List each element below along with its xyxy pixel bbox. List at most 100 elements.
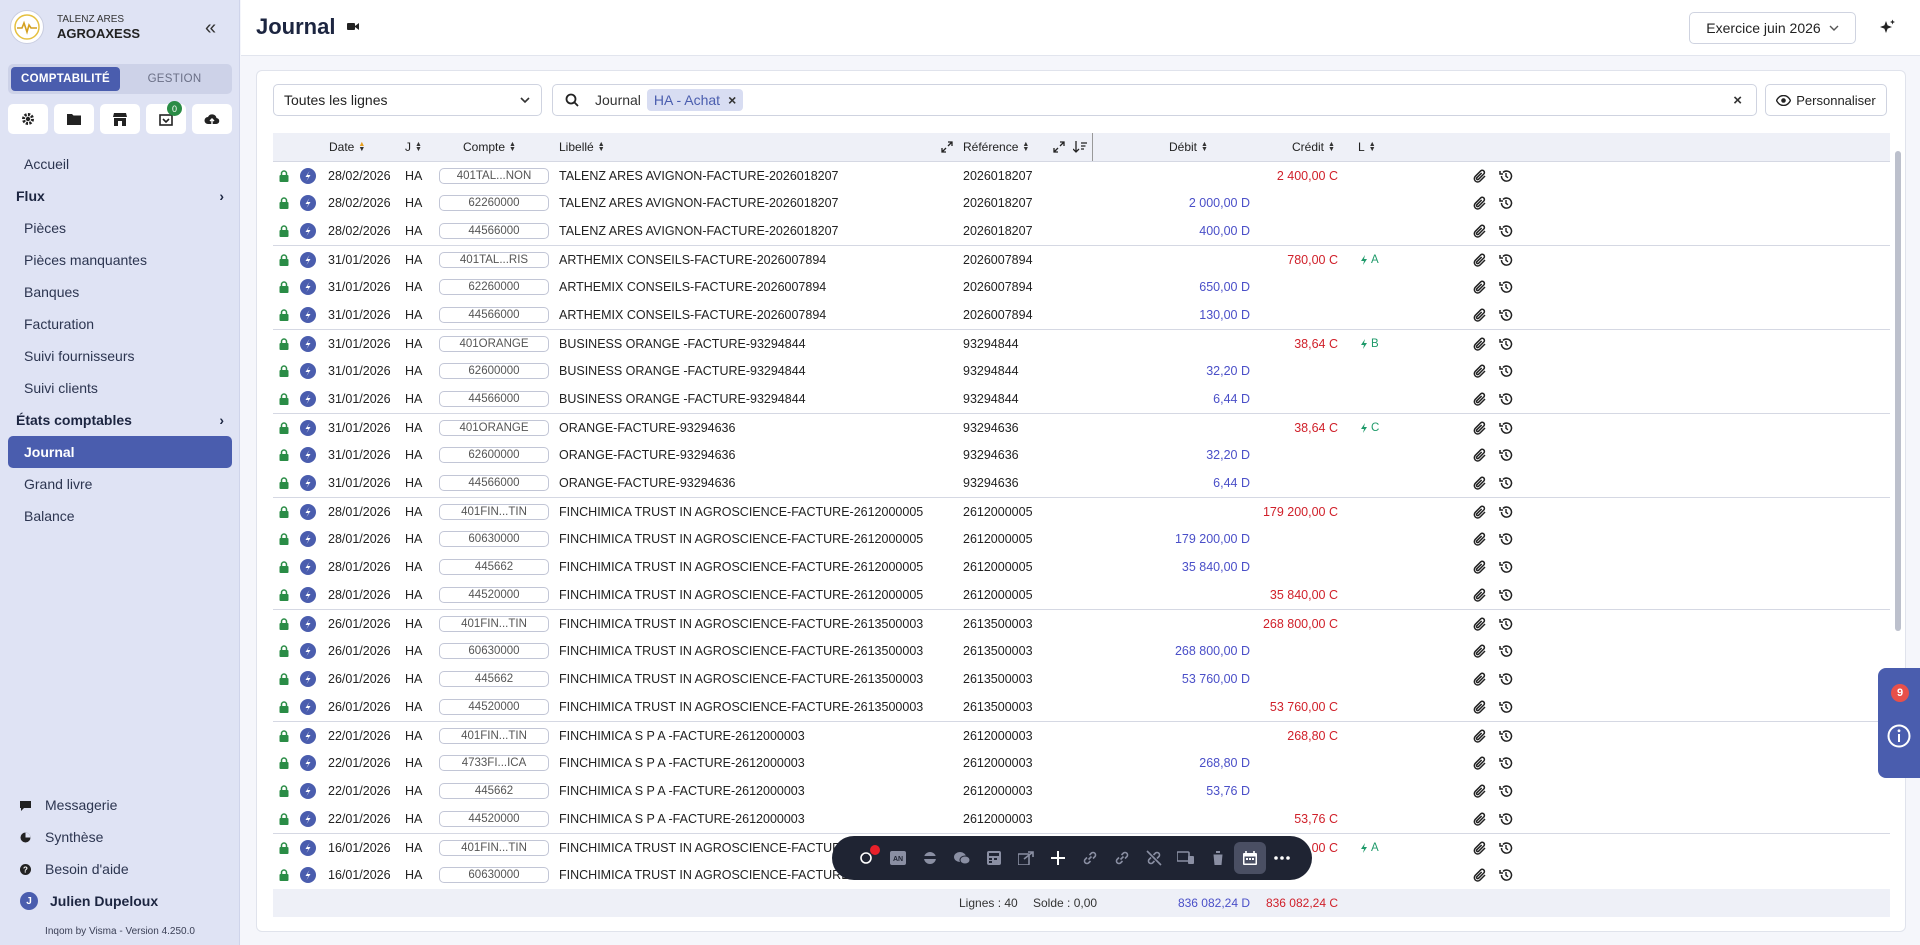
nav-grand-livre[interactable]: Grand livre: [24, 476, 93, 492]
history-icon[interactable]: [1499, 722, 1513, 750]
history-icon[interactable]: [1499, 385, 1513, 413]
entry-status-icon[interactable]: [300, 385, 316, 413]
history-icon[interactable]: [1499, 637, 1513, 665]
attachment-icon[interactable]: [1473, 665, 1487, 693]
row-lettrage[interactable]: A: [1360, 834, 1379, 862]
entry-status-icon[interactable]: [300, 834, 316, 862]
comments-button[interactable]: [946, 842, 978, 874]
entry-status-icon[interactable]: [300, 637, 316, 665]
expand-column-icon[interactable]: [941, 141, 953, 153]
attachment-icon[interactable]: [1473, 805, 1487, 833]
delete-button[interactable]: [1202, 842, 1234, 874]
attachment-icon[interactable]: [1473, 777, 1487, 805]
remove-chip-icon[interactable]: ×: [728, 92, 737, 108]
account-chip[interactable]: 401TAL...RIS: [439, 252, 549, 268]
history-icon[interactable]: [1499, 525, 1513, 553]
attachment-icon[interactable]: [1473, 581, 1487, 609]
account-chip[interactable]: 44566000: [439, 391, 549, 407]
account-chip[interactable]: 44520000: [439, 699, 549, 715]
table-row[interactable]: 31/01/2026 HA 62260000 ARTHEMIX CONSEILS-FA…: [273, 273, 1890, 301]
table-row[interactable]: 31/01/2026 HA 401TAL...RIS ARTHEMIX CONSEIL…: [273, 245, 1890, 273]
attachment-icon[interactable]: [1473, 246, 1487, 274]
account-chip[interactable]: 445662: [439, 783, 549, 799]
upload-button[interactable]: [192, 104, 232, 134]
account-chip[interactable]: 44566000: [439, 223, 549, 239]
link-alt-button[interactable]: [1106, 842, 1138, 874]
brand[interactable]: TALENZ ARES AGROAXESS: [10, 10, 140, 44]
nav-accueil[interactable]: Accueil: [24, 156, 70, 172]
history-icon[interactable]: [1499, 162, 1513, 190]
entry-status-icon[interactable]: [300, 525, 316, 553]
row-lettrage[interactable]: C: [1360, 414, 1379, 442]
attachment-icon[interactable]: [1473, 834, 1487, 862]
table-row[interactable]: 31/01/2026 HA 401ORANGE BUSINESS ORANGE -FA…: [273, 329, 1890, 357]
table-row[interactable]: 31/01/2026 HA 401ORANGE ORANGE-FACTURE-9329…: [273, 413, 1890, 441]
table-row[interactable]: 22/01/2026 HA 445662 FINCHIMICA S P A -FACT…: [273, 777, 1890, 805]
entry-status-icon[interactable]: [300, 805, 316, 833]
attachment-icon[interactable]: [1473, 162, 1487, 190]
clear-search-icon[interactable]: ×: [1733, 92, 1742, 109]
account-chip[interactable]: 62260000: [439, 279, 549, 295]
history-icon[interactable]: [1499, 861, 1513, 889]
nav-journal[interactable]: Journal: [8, 436, 232, 468]
row-lettrage[interactable]: A: [1360, 246, 1379, 274]
table-row[interactable]: 28/02/2026 HA 401TAL...NON TALENZ ARES AVIG…: [273, 161, 1890, 189]
attachment-icon[interactable]: [1473, 610, 1487, 638]
history-icon[interactable]: [1499, 749, 1513, 777]
calendar-button[interactable]: [1234, 842, 1266, 874]
sort-amount-icon[interactable]: [1073, 141, 1087, 153]
table-row[interactable]: 31/01/2026 HA 44566000 ARTHEMIX CONSEILS-FA…: [273, 301, 1890, 329]
history-icon[interactable]: [1499, 357, 1513, 385]
attachment-icon[interactable]: [1473, 357, 1487, 385]
history-icon[interactable]: [1499, 189, 1513, 217]
table-row[interactable]: 22/01/2026 HA 44520000 FINCHIMICA S P A -FA…: [273, 805, 1890, 833]
history-icon[interactable]: [1499, 581, 1513, 609]
exercise-select[interactable]: Exercice juin 2026: [1689, 12, 1856, 44]
an-button[interactable]: AN: [882, 842, 914, 874]
account-chip[interactable]: 44520000: [439, 587, 549, 603]
account-chip[interactable]: 4733FI...ICA: [439, 755, 549, 771]
settings-button[interactable]: [8, 104, 48, 134]
account-chip[interactable]: 401FIN...TIN: [439, 616, 549, 632]
history-icon[interactable]: [1499, 441, 1513, 469]
entry-status-icon[interactable]: [300, 217, 316, 245]
table-row[interactable]: 26/01/2026 HA 44520000 FINCHIMICA TRUST IN …: [273, 693, 1890, 721]
export-button[interactable]: [1010, 842, 1042, 874]
inbox-button[interactable]: 0: [146, 101, 186, 134]
entry-status-icon[interactable]: [300, 162, 316, 190]
history-icon[interactable]: [1499, 553, 1513, 581]
entry-status-icon[interactable]: [300, 749, 316, 777]
col-credit[interactable]: Crédit ▲ ▼: [1292, 133, 1335, 161]
account-chip[interactable]: 401TAL...NON: [439, 168, 549, 184]
attachment-icon[interactable]: [1473, 189, 1487, 217]
history-icon[interactable]: [1499, 665, 1513, 693]
table-row[interactable]: 22/01/2026 HA 401FIN...TIN FINCHIMICA S P A…: [273, 721, 1890, 749]
table-row[interactable]: 26/01/2026 HA 445662 FINCHIMICA TRUST IN AG…: [273, 665, 1890, 693]
history-icon[interactable]: [1499, 693, 1513, 721]
account-chip[interactable]: 401ORANGE: [439, 336, 549, 352]
history-icon[interactable]: [1499, 498, 1513, 526]
table-row[interactable]: 28/01/2026 HA 401FIN...TIN FINCHIMICA TRUST…: [273, 497, 1890, 525]
tab-gestion[interactable]: GESTION: [147, 73, 202, 85]
table-row[interactable]: 28/01/2026 HA 60630000 FINCHIMICA TRUST IN …: [273, 525, 1890, 553]
info-panel-tab[interactable]: 9: [1878, 668, 1920, 778]
col-reference[interactable]: Référence ▲ ▼: [963, 133, 1029, 161]
attachment-icon[interactable]: [1473, 385, 1487, 413]
link-button[interactable]: [1074, 842, 1106, 874]
entry-status-icon[interactable]: [300, 777, 316, 805]
ai-sparkle-icon[interactable]: [1879, 19, 1896, 36]
entry-status-icon[interactable]: [300, 357, 316, 385]
entry-status-icon[interactable]: [300, 498, 316, 526]
history-icon[interactable]: [1499, 330, 1513, 358]
personnaliser-button[interactable]: Personnaliser: [1765, 84, 1887, 116]
nav-aide[interactable]: ? Besoin d'aide: [8, 853, 232, 885]
history-icon[interactable]: [1499, 301, 1513, 329]
nav-pieces-manquantes[interactable]: Pièces manquantes: [24, 252, 147, 268]
collapse-sidebar-icon[interactable]: «: [205, 17, 217, 39]
add-button[interactable]: [1042, 842, 1074, 874]
col-journal[interactable]: J ▲ ▼: [405, 133, 422, 161]
history-icon[interactable]: [1499, 805, 1513, 833]
table-row[interactable]: 31/01/2026 HA 44566000 BUSINESS ORANGE -FAC…: [273, 385, 1890, 413]
history-icon[interactable]: [1499, 610, 1513, 638]
device-button[interactable]: [1170, 842, 1202, 874]
